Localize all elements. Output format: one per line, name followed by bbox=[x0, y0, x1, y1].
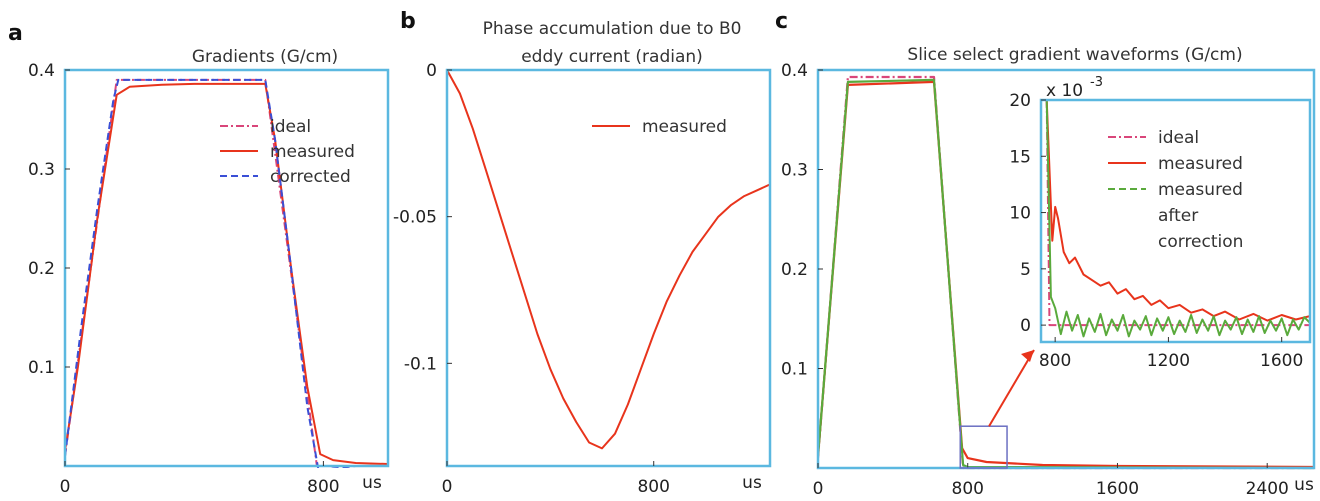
series-line-measured-after-correction bbox=[1045, 99, 1310, 338]
series-line-ideal bbox=[65, 78, 388, 467]
x-tick-label: 0 bbox=[442, 477, 453, 497]
legend-label: measured bbox=[642, 117, 727, 137]
chart-b: 0 800 us 0 -0.05 -0.1 measured bbox=[393, 61, 772, 497]
legend-label: measured bbox=[1158, 180, 1243, 200]
x-tick-label: 1600 bbox=[1096, 479, 1139, 499]
x-tick-label: 800 bbox=[1039, 351, 1071, 371]
y-tick-label: 5 bbox=[1020, 260, 1031, 280]
series-line-measured bbox=[447, 69, 770, 450]
panel-a-letter: a bbox=[8, 21, 23, 46]
y-tick-label: 0 bbox=[426, 61, 437, 81]
y-tick-label: 0.1 bbox=[781, 360, 808, 380]
plot-frame bbox=[63, 68, 390, 468]
zoom-arrow bbox=[988, 349, 1035, 427]
inset-exponent-label: x 10 bbox=[1046, 81, 1083, 101]
x-tick-label: 1200 bbox=[1147, 351, 1190, 371]
panel-b-title-line2: eddy current (radian) bbox=[521, 47, 703, 67]
series-line-measured bbox=[818, 80, 1314, 469]
legend-label: measured bbox=[1158, 154, 1243, 174]
y-tick-label: 0 bbox=[1020, 316, 1031, 336]
x-unit-label: us bbox=[742, 473, 762, 493]
y-tick-label: 0.4 bbox=[28, 61, 55, 81]
x-tick-label: 800 bbox=[952, 479, 984, 499]
x-tick-label: 0 bbox=[60, 477, 71, 497]
y-tick-label: 15 bbox=[1009, 147, 1031, 167]
series-line-measured bbox=[65, 82, 388, 465]
legend-label: ideal bbox=[1158, 128, 1199, 148]
panel-a-title: Gradients (G/cm) bbox=[192, 47, 338, 67]
plot-frame bbox=[445, 68, 772, 468]
y-tick-label: 10 bbox=[1009, 204, 1031, 224]
y-tick-label: 0.3 bbox=[28, 160, 55, 180]
panel-b-title-line1: Phase accumulation due to B0 bbox=[483, 19, 742, 39]
x-tick-label: 0 bbox=[813, 479, 824, 499]
y-tick-label: 0.1 bbox=[28, 358, 55, 378]
legend-label: after bbox=[1158, 206, 1198, 226]
y-tick-label: 0.3 bbox=[781, 161, 808, 181]
legend-label: ideal bbox=[270, 117, 311, 137]
inset-exponent-power: -3 bbox=[1090, 75, 1103, 90]
y-tick-label: 0.2 bbox=[781, 260, 808, 280]
x-unit-label: us bbox=[362, 473, 382, 493]
series-line-corrected bbox=[65, 78, 388, 468]
y-tick-label: 0.4 bbox=[781, 61, 808, 81]
x-tick-label: 2400 bbox=[1246, 479, 1289, 499]
x-tick-label: 1600 bbox=[1260, 351, 1303, 371]
inset-background bbox=[1041, 100, 1310, 342]
x-tick-label: 800 bbox=[637, 477, 669, 497]
y-tick-label: -0.1 bbox=[404, 354, 437, 374]
plot-frame bbox=[1039, 98, 1312, 344]
zoom-box bbox=[959, 425, 1008, 469]
legend-label: measured bbox=[270, 142, 355, 162]
chart-c-inset: 800 1200 1600 0 5 10 15 20 x 10 -3 ideal measured me… bbox=[1009, 75, 1312, 371]
x-unit-label: us bbox=[1294, 475, 1314, 495]
panel-c-letter: c bbox=[775, 9, 788, 34]
panel-c-title: Slice select gradient waveforms (G/cm) bbox=[907, 45, 1242, 65]
y-tick-label: 0.2 bbox=[28, 259, 55, 279]
legend-label: correction bbox=[1158, 232, 1243, 252]
panel-b-letter: b bbox=[400, 9, 416, 34]
chart-a: 0 800 us 0.1 0.2 0.3 0.4 ideal measured corrected bbox=[28, 61, 390, 497]
series-line-measured bbox=[1045, 99, 1310, 322]
chart-c: 0 800 1600 2400 us 0.1 0.2 0.3 0.4 bbox=[781, 61, 1316, 499]
zoom-arrow-head bbox=[1021, 350, 1034, 362]
x-tick-label: 800 bbox=[307, 477, 339, 497]
y-tick-label: 20 bbox=[1009, 91, 1031, 111]
y-tick-label: -0.05 bbox=[393, 208, 437, 228]
legend-label: corrected bbox=[270, 167, 351, 187]
